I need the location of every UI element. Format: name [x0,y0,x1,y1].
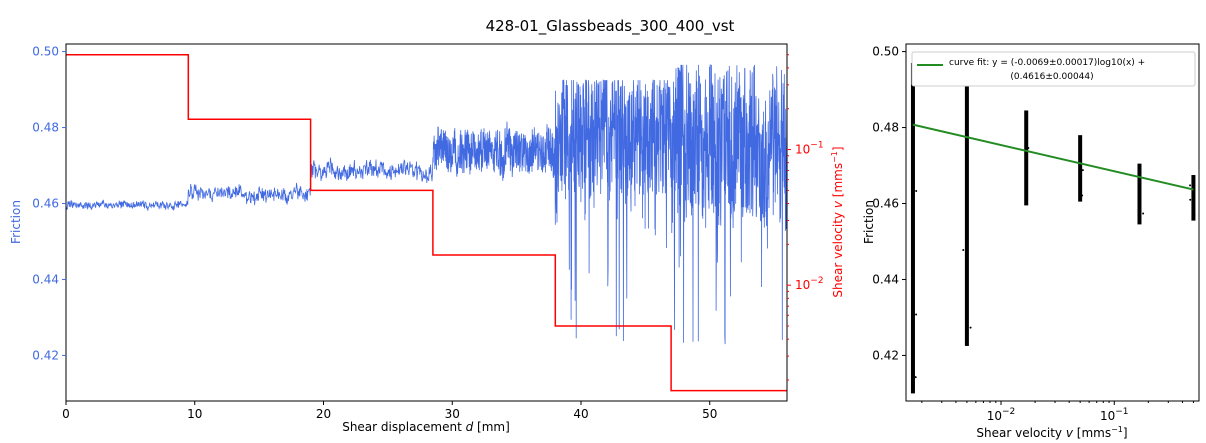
scatter-point [1137,172,1140,175]
scatter-point [1189,184,1192,187]
left-plot-frame [65,43,788,402]
x-tick-label: 30 [445,407,460,421]
scatter-point [962,248,965,251]
right-x-ticks: 10−2 10−1 [921,401,1194,423]
y-tick-label: 0.42 [32,348,59,362]
legend: curve fit: y = (-0.0069±0.00017)log10(x)… [911,51,1196,87]
y-tick-label: 0.46 [32,197,59,211]
velocity-step-line [66,53,787,392]
left-chart: 0 10 20 30 40 50 0.420.440.460.480.50 10−210−… [9,43,845,434]
scatter-point [914,376,917,379]
x-tick-label: 10−1 [1100,407,1129,423]
scatter-point [1142,212,1145,215]
scatter-point [915,313,918,316]
left-y-axis-label: Friction [9,200,23,244]
scatter-point [966,86,969,89]
scatter-point [1081,194,1084,197]
y-tick-label: 0.42 [872,348,899,362]
left-x-axis-label: Shear displacement d [mm] [342,420,510,434]
scatter-point [1189,198,1192,201]
scatter-points [910,62,1196,394]
scatter-column [1024,110,1029,206]
right-chart: 10−2 10−1 0.42 0.44 0.46 0.48 0.50 Shear velo… [862,43,1200,440]
right-y-tick-label: 10−1 [795,141,824,157]
scatter-column [1137,163,1142,225]
right-plot-frame [905,43,1200,402]
left-y-ticks: 0.42 0.44 0.46 0.48 0.50 [32,45,66,362]
scatter-point [969,326,972,329]
velocity-step-series [66,53,787,392]
right-y-axis-label: Friction [862,200,876,244]
y-tick-label: 0.50 [32,45,59,59]
legend-fit-label-line2: (0.4616±0.00044) [1010,72,1093,82]
right-y-ticks: 10−2 10−1 [787,54,824,381]
curve-fit-line [912,123,1194,191]
y-tick-label: 0.48 [872,121,899,135]
y-tick-label: 0.50 [872,45,899,59]
figure-title: 428-01_Glassbeads_300_400_vst [486,17,735,36]
right-y-ticks: 0.42 0.44 0.46 0.48 0.50 [872,45,906,362]
x-tick-label: 50 [702,407,717,421]
friction-series [65,64,788,345]
friction-line [65,64,788,345]
x-tick-label: 10−2 [987,407,1016,423]
scatter-point [1027,146,1030,149]
x-tick-label: 0 [62,407,70,421]
x-tick-label: 40 [573,407,588,421]
scatter-point [1081,169,1084,172]
scatter-column [1191,175,1196,221]
right-y-tick-label: 10−2 [795,276,824,292]
scatter-point [1138,215,1141,218]
right-x-axis-label: Shear velocity v [mms−1] [976,425,1127,440]
y-tick-label: 0.44 [32,272,59,286]
scatter-point [1025,161,1028,164]
y-tick-label: 0.48 [32,121,59,135]
scatter-point [1193,214,1196,217]
scatter-column [1078,135,1083,202]
scatter-point [1024,130,1027,133]
scatter-point [915,190,918,193]
scatter-point [1079,176,1082,179]
legend-box [911,51,1196,87]
scatter-column [964,80,969,346]
x-tick-label: 20 [316,407,331,421]
x-tick-label: 10 [187,407,202,421]
y-tick-label: 0.44 [872,272,899,286]
left-x-ticks: 0 10 20 30 40 50 [62,401,717,421]
right-y-axis-label: Shear velocity v [mms−1] [830,146,845,297]
scatter-column [910,62,915,394]
legend-fit-label-line1: curve fit: y = (-0.0069±0.00017)log10(x)… [949,58,1145,68]
y-tick-label: 0.46 [872,197,899,211]
